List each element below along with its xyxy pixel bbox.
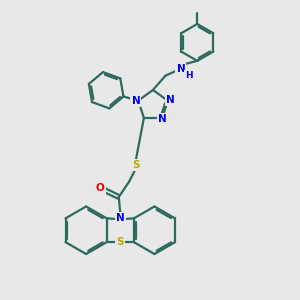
Text: O: O	[96, 183, 105, 193]
Text: N: N	[166, 95, 175, 105]
Text: S: S	[132, 160, 140, 170]
Text: S: S	[116, 237, 124, 247]
Text: N: N	[158, 114, 167, 124]
Text: N: N	[176, 64, 185, 74]
Text: N: N	[131, 96, 140, 106]
Text: N: N	[116, 213, 125, 223]
Text: H: H	[185, 71, 193, 80]
